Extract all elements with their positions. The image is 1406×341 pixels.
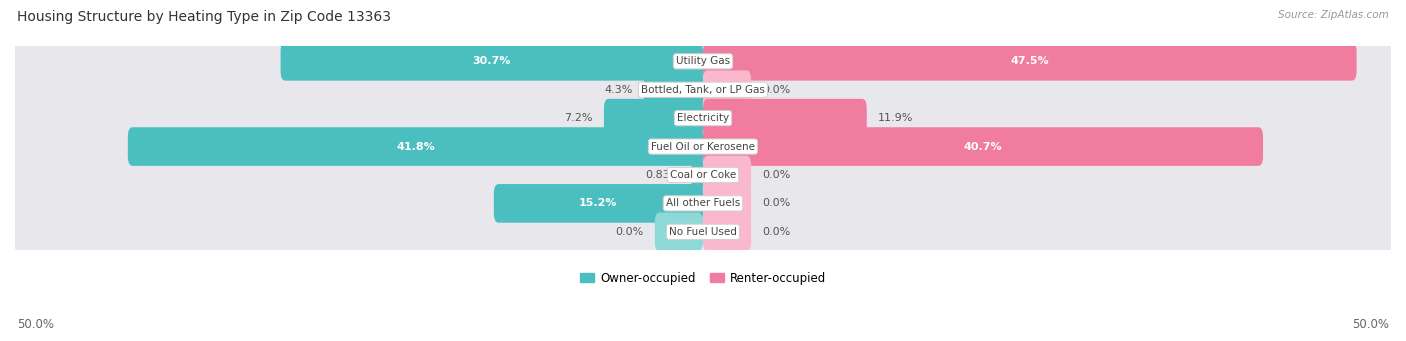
Text: Fuel Oil or Kerosene: Fuel Oil or Kerosene [651,142,755,151]
Text: Bottled, Tank, or LP Gas: Bottled, Tank, or LP Gas [641,85,765,95]
FancyBboxPatch shape [15,34,1391,88]
Text: Electricity: Electricity [676,113,730,123]
Text: 47.5%: 47.5% [1011,56,1049,66]
FancyBboxPatch shape [703,42,1357,80]
FancyBboxPatch shape [703,155,751,194]
Text: No Fuel Used: No Fuel Used [669,227,737,237]
Text: Housing Structure by Heating Type in Zip Code 13363: Housing Structure by Heating Type in Zip… [17,10,391,24]
Text: 11.9%: 11.9% [877,113,912,123]
Text: 0.0%: 0.0% [762,170,790,180]
FancyBboxPatch shape [692,155,703,194]
Text: 50.0%: 50.0% [1353,318,1389,331]
FancyBboxPatch shape [703,70,751,109]
Text: Coal or Coke: Coal or Coke [669,170,737,180]
FancyBboxPatch shape [15,91,1391,145]
FancyBboxPatch shape [703,184,751,223]
Text: 41.8%: 41.8% [396,142,434,151]
Text: 50.0%: 50.0% [17,318,53,331]
Text: Source: ZipAtlas.com: Source: ZipAtlas.com [1278,10,1389,20]
FancyBboxPatch shape [15,205,1391,259]
FancyBboxPatch shape [494,184,703,223]
Text: 0.0%: 0.0% [762,85,790,95]
Text: 0.83%: 0.83% [645,170,681,180]
FancyBboxPatch shape [655,212,703,251]
Text: 4.3%: 4.3% [605,85,633,95]
FancyBboxPatch shape [15,63,1391,117]
Text: 30.7%: 30.7% [472,56,510,66]
FancyBboxPatch shape [703,99,866,137]
FancyBboxPatch shape [15,120,1391,174]
Text: 7.2%: 7.2% [564,113,593,123]
Legend: Owner-occupied, Renter-occupied: Owner-occupied, Renter-occupied [575,267,831,290]
FancyBboxPatch shape [703,212,751,251]
Text: 0.0%: 0.0% [762,227,790,237]
Text: 40.7%: 40.7% [963,142,1002,151]
Text: Utility Gas: Utility Gas [676,56,730,66]
FancyBboxPatch shape [15,148,1391,202]
Text: All other Fuels: All other Fuels [666,198,740,208]
FancyBboxPatch shape [281,42,703,80]
FancyBboxPatch shape [605,99,703,137]
FancyBboxPatch shape [644,70,703,109]
Text: 0.0%: 0.0% [616,227,644,237]
Text: 15.2%: 15.2% [579,198,617,208]
FancyBboxPatch shape [703,127,1263,166]
Text: 0.0%: 0.0% [762,198,790,208]
FancyBboxPatch shape [15,176,1391,231]
FancyBboxPatch shape [128,127,703,166]
